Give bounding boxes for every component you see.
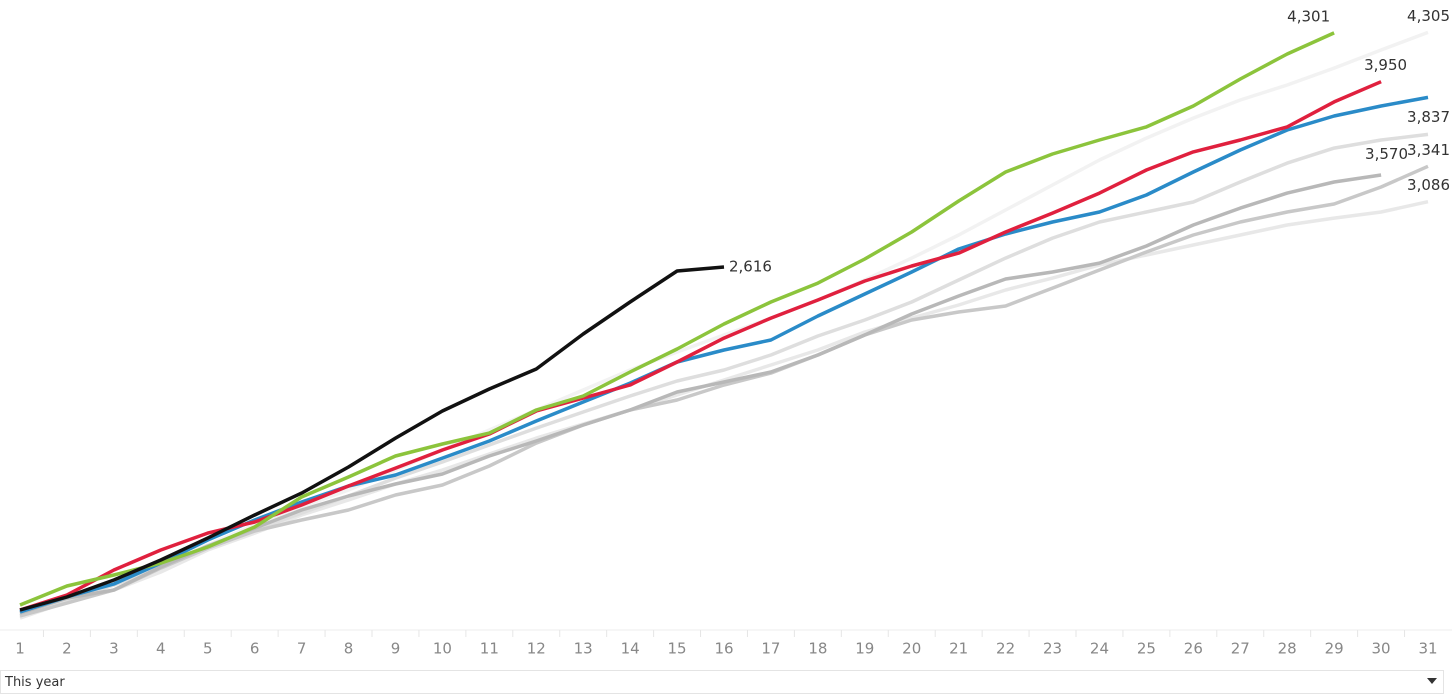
- x-tick-label: 25: [1137, 640, 1156, 658]
- x-tick-label: 22: [996, 640, 1015, 658]
- x-tick-label: 10: [433, 640, 452, 658]
- x-tick-label: 7: [297, 640, 307, 658]
- x-tick-label: 3: [109, 640, 119, 658]
- value-label: 4,305: [1407, 7, 1450, 25]
- value-label: 3,950: [1364, 56, 1407, 74]
- dropdown-arrow: [1427, 678, 1437, 684]
- x-tick-label: 9: [391, 640, 401, 658]
- filter-dropdown[interactable]: This year: [0, 670, 1444, 694]
- x-tick-label: 12: [527, 640, 546, 658]
- x-tick-label: 6: [250, 640, 260, 658]
- x-tick-label: 31: [1418, 640, 1437, 658]
- x-tick-label: 29: [1325, 640, 1344, 658]
- x-tick-label: 8: [344, 640, 354, 658]
- x-tick-label: 18: [808, 640, 827, 658]
- x-tick-label: 11: [480, 640, 499, 658]
- filter-label: This year: [5, 675, 65, 690]
- x-tick-label: 13: [574, 640, 593, 658]
- x-tick-label: 14: [621, 640, 640, 658]
- series-line: [19, 265, 725, 612]
- x-tick-label: 21: [949, 640, 968, 658]
- series-line: [19, 95, 1429, 614]
- x-tick-label: 26: [1184, 640, 1203, 658]
- x-tick-label: 20: [902, 640, 921, 658]
- series-line: [19, 199, 1429, 620]
- value-label: 3,570: [1365, 145, 1408, 163]
- series-line: [19, 164, 1429, 618]
- x-tick-label: 23: [1043, 640, 1062, 658]
- value-label: 3,837: [1407, 108, 1450, 126]
- x-tick-label: 16: [714, 640, 733, 658]
- series-line: [19, 31, 1335, 607]
- x-tick-label: 4: [156, 640, 166, 658]
- value-label: 4,301: [1287, 7, 1330, 25]
- value-label: 3,341: [1407, 141, 1450, 159]
- chart: 1 2 3 4 5 6 7 8 9 10 11 12 13 14 15 16 17 18 19 20 21 22 23 24 2…: [0, 7, 1452, 658]
- series-line: [19, 80, 1382, 612]
- x-tick-label: 19: [855, 640, 874, 658]
- x-tick-label: 15: [668, 640, 687, 658]
- x-tick-label: 24: [1090, 640, 1109, 658]
- value-label: 3,086: [1407, 176, 1450, 194]
- x-tick-label: 27: [1231, 640, 1250, 658]
- x-tick-label: 2: [62, 640, 72, 658]
- x-tick-label: 28: [1278, 640, 1297, 658]
- x-tick-label: 17: [761, 640, 780, 658]
- x-tick-label: 1: [15, 640, 25, 658]
- x-tick-label: 5: [203, 640, 213, 658]
- value-label: 2,616: [729, 257, 772, 275]
- x-tick-label: 30: [1372, 640, 1391, 658]
